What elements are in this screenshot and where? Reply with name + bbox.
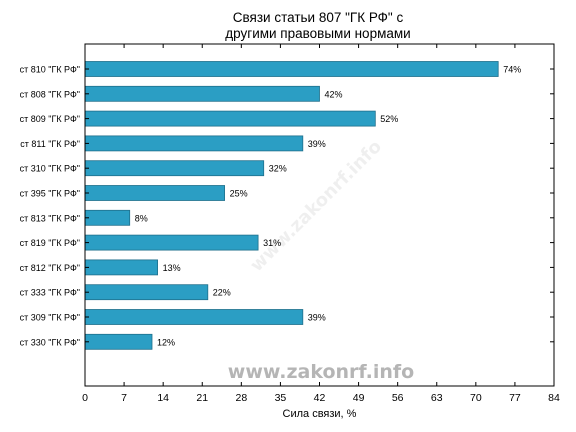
data-label-2: 42% bbox=[325, 89, 343, 99]
category-label-5: ст 310 "ГК РФ" bbox=[20, 164, 80, 174]
x-axis-title: Сила связи, % bbox=[283, 408, 357, 420]
category-label-9: ст 812 "ГК РФ" bbox=[20, 263, 80, 273]
x-tick-label-12: 77 bbox=[509, 392, 521, 404]
category-label-2: ст 808 "ГК РФ" bbox=[20, 89, 80, 99]
category-label-1: ст 810 "ГК РФ" bbox=[20, 65, 80, 75]
data-label-12: 12% bbox=[157, 337, 175, 347]
x-tick-label-10: 63 bbox=[431, 392, 443, 404]
bar-8 bbox=[84, 234, 259, 251]
data-label-7: 8% bbox=[135, 213, 148, 223]
bar-12 bbox=[84, 333, 153, 350]
data-label-5: 32% bbox=[269, 164, 287, 174]
category-label-6: ст 395 "ГК РФ" bbox=[20, 189, 80, 199]
chart-title-line-2: другими правовыми нормами bbox=[225, 26, 410, 41]
data-label-4: 39% bbox=[308, 139, 326, 149]
watermark-diagonal: www.zakonrf.info bbox=[246, 136, 386, 276]
bar-3 bbox=[84, 110, 376, 127]
x-tick-label-11: 70 bbox=[470, 392, 482, 404]
watermark: www.zakonrf.info bbox=[228, 361, 414, 383]
bar-2 bbox=[84, 85, 320, 102]
category-label-3: ст 809 "ГК РФ" bbox=[20, 114, 80, 124]
data-label-1: 74% bbox=[503, 65, 521, 75]
chart-title-line-1: Связи статьи 807 "ГК РФ" с bbox=[233, 10, 404, 25]
x-tick-label-13: 84 bbox=[548, 392, 560, 404]
bar-7 bbox=[84, 209, 131, 226]
category-label-7: ст 813 "ГК РФ" bbox=[20, 213, 80, 223]
bar-11 bbox=[84, 309, 304, 325]
x-tick-label-3: 14 bbox=[157, 392, 169, 404]
data-label-9: 13% bbox=[163, 263, 181, 273]
category-label-8: ст 819 "ГК РФ" bbox=[20, 238, 80, 248]
category-label-11: ст 309 "ГК РФ" bbox=[20, 313, 80, 323]
x-tick-label-6: 35 bbox=[275, 392, 287, 404]
plot-area: www.zakonrf.info 74% ст 810 "ГК РФ" 42% ст 8… bbox=[20, 43, 560, 420]
x-tick-label-9: 56 bbox=[392, 392, 404, 404]
bar-4 bbox=[84, 135, 304, 152]
x-tick-label-7: 42 bbox=[314, 392, 326, 404]
bar-9 bbox=[84, 259, 158, 276]
x-tick-label-1: 0 bbox=[82, 392, 88, 404]
bar-6 bbox=[84, 185, 226, 201]
data-label-10: 22% bbox=[213, 288, 231, 298]
category-label-12: ст 330 "ГК РФ" bbox=[20, 337, 80, 347]
category-label-10: ст 333 "ГК РФ" bbox=[20, 288, 80, 298]
x-tick-label-4: 21 bbox=[196, 392, 208, 404]
x-tick-label-8: 49 bbox=[353, 392, 365, 404]
bar-10 bbox=[84, 284, 209, 301]
x-tick-label-2: 7 bbox=[121, 392, 127, 404]
x-tick-label-5: 28 bbox=[235, 392, 247, 404]
bar-5 bbox=[84, 160, 265, 177]
category-label-4: ст 811 "ГК РФ" bbox=[20, 139, 80, 149]
data-label-6: 25% bbox=[230, 189, 248, 199]
data-label-11: 39% bbox=[308, 313, 326, 323]
data-label-3: 52% bbox=[380, 114, 398, 124]
data-label-8: 31% bbox=[263, 238, 281, 248]
bar-1 bbox=[84, 61, 499, 77]
